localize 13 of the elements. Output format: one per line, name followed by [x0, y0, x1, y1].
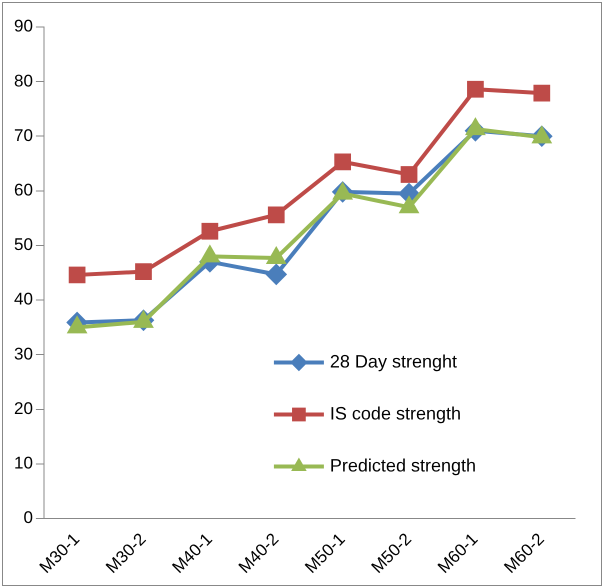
y-tick-label: 80 [14, 71, 33, 90]
y-tick-label: 10 [14, 454, 33, 473]
y-tick-label: 90 [14, 16, 33, 36]
y-tick-label: 50 [14, 235, 33, 254]
legend-label: Predicted strength [330, 455, 476, 476]
legend-label: 28 Day strenght [330, 351, 457, 372]
y-tick-label: 60 [14, 180, 33, 200]
legend-label: IS code strength [330, 403, 462, 424]
y-tick-label: 0 [23, 508, 33, 528]
y-tick-label: 40 [14, 290, 33, 309]
y-tick-label: 70 [14, 126, 33, 145]
y-tick-label: 20 [14, 398, 33, 418]
y-tick-label: 30 [14, 344, 33, 364]
